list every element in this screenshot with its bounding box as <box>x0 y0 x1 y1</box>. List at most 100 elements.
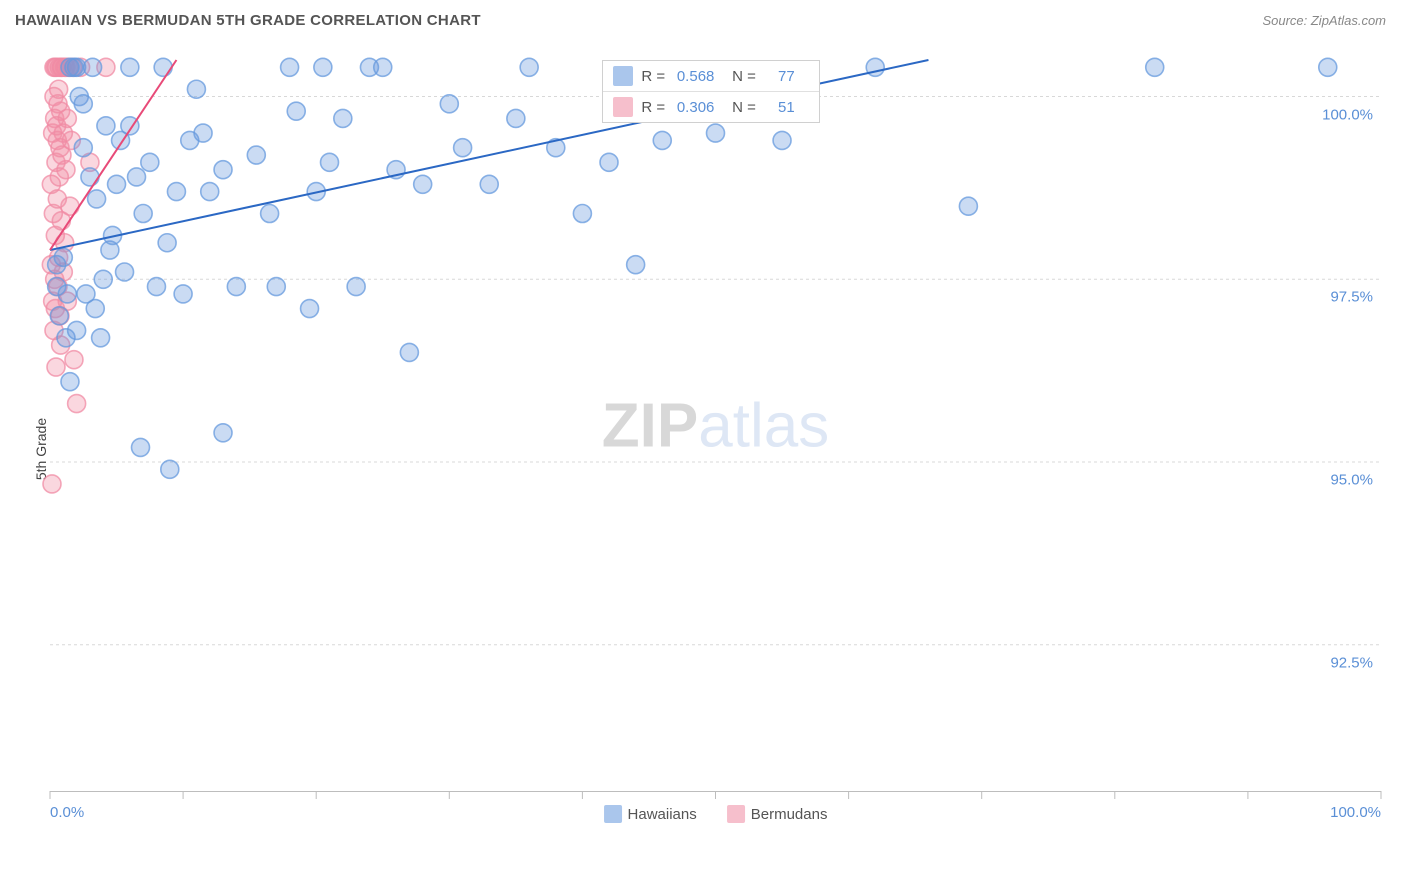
scatter-point <box>247 146 265 164</box>
scatter-point <box>174 285 192 303</box>
stats-r-label: R = <box>641 99 665 116</box>
scatter-point <box>480 175 498 193</box>
scatter-point <box>50 80 68 98</box>
scatter-point <box>400 343 418 361</box>
stats-n-value: 51 <box>764 99 809 116</box>
scatter-point <box>334 109 352 127</box>
scatter-point <box>454 139 472 157</box>
scatter-point <box>57 161 75 179</box>
stats-box: R = 0.568 N = 77 R = 0.306 N = 51 <box>602 60 820 123</box>
scatter-point <box>81 168 99 186</box>
scatter-point <box>68 321 86 339</box>
scatter-point <box>1319 58 1337 76</box>
scatter-point <box>50 307 68 325</box>
scatter-point <box>147 278 165 296</box>
legend-swatch <box>727 805 745 823</box>
scatter-point <box>116 263 134 281</box>
scatter-point <box>167 183 185 201</box>
y-axis-label: 5th Grade <box>33 417 49 479</box>
scatter-point <box>201 183 219 201</box>
source-label: Source: ZipAtlas.com <box>1262 13 1386 28</box>
plot-area: ZIPatlas R = 0.568 N = 77 R = 0.306 N = … <box>50 60 1381 792</box>
legend-label: Bermudans <box>751 806 828 823</box>
scatter-point <box>74 139 92 157</box>
scatter-point <box>267 278 285 296</box>
scatter-point <box>214 424 232 442</box>
stats-row: R = 0.568 N = 77 <box>603 61 819 92</box>
scatter-point <box>58 285 76 303</box>
scatter-point <box>773 131 791 149</box>
scatter-point <box>108 175 126 193</box>
scatter-point <box>68 395 86 413</box>
chart-title: HAWAIIAN VS BERMUDAN 5TH GRADE CORRELATI… <box>15 12 481 29</box>
series-swatch <box>613 66 633 86</box>
scatter-point <box>128 168 146 186</box>
scatter-point <box>86 300 104 318</box>
scatter-point <box>707 124 725 142</box>
scatter-point <box>65 351 83 369</box>
scatter-point <box>1146 58 1164 76</box>
scatter-point <box>88 190 106 208</box>
scatter-point <box>61 197 79 215</box>
scatter-point <box>301 300 319 318</box>
scatter-point <box>321 153 339 171</box>
legend: Hawaiians Bermudans <box>604 805 828 823</box>
scatter-point <box>959 197 977 215</box>
scatter-point <box>161 460 179 478</box>
scatter-point <box>374 58 392 76</box>
scatter-point <box>627 256 645 274</box>
scatter-point <box>440 95 458 113</box>
scatter-point <box>573 205 591 223</box>
scatter-point <box>227 278 245 296</box>
scatter-point <box>154 58 172 76</box>
scatter-point <box>187 80 205 98</box>
x-axis-min-label: 0.0% <box>50 804 84 821</box>
stats-r-value: 0.306 <box>673 99 718 116</box>
scatter-point <box>54 248 72 266</box>
stats-row: R = 0.306 N = 51 <box>603 92 819 122</box>
stats-n-value: 77 <box>764 68 809 85</box>
scatter-point <box>132 438 150 456</box>
legend-swatch <box>604 805 622 823</box>
scatter-svg <box>50 60 1381 791</box>
scatter-point <box>61 373 79 391</box>
y-tick-label: 95.0% <box>1330 472 1373 489</box>
scatter-point <box>74 95 92 113</box>
scatter-point <box>84 58 102 76</box>
scatter-point <box>141 153 159 171</box>
scatter-point <box>92 329 110 347</box>
stats-n-label: N = <box>732 99 756 116</box>
scatter-point <box>121 58 139 76</box>
legend-label: Hawaiians <box>628 806 697 823</box>
stats-n-label: N = <box>732 68 756 85</box>
scatter-point <box>653 131 671 149</box>
scatter-point <box>97 117 115 135</box>
scatter-point <box>158 234 176 252</box>
y-tick-label: 97.5% <box>1330 289 1373 306</box>
scatter-point <box>134 205 152 223</box>
stats-r-label: R = <box>641 68 665 85</box>
y-tick-label: 100.0% <box>1322 106 1373 123</box>
y-tick-label: 92.5% <box>1330 654 1373 671</box>
scatter-point <box>94 270 112 288</box>
series-swatch <box>613 97 633 117</box>
scatter-point <box>287 102 305 120</box>
stats-r-value: 0.568 <box>673 68 718 85</box>
scatter-point <box>600 153 618 171</box>
scatter-point <box>261 205 279 223</box>
scatter-point <box>58 109 76 127</box>
x-axis-max-label: 100.0% <box>1330 804 1381 821</box>
scatter-point <box>314 58 332 76</box>
scatter-point <box>43 475 61 493</box>
legend-item: Bermudans <box>727 805 828 823</box>
scatter-point <box>414 175 432 193</box>
scatter-point <box>214 161 232 179</box>
scatter-point <box>281 58 299 76</box>
chart-container: 5th Grade ZIPatlas R = 0.568 N = 77 R = … <box>15 45 1391 852</box>
scatter-point <box>507 109 525 127</box>
scatter-point <box>520 58 538 76</box>
scatter-point <box>347 278 365 296</box>
scatter-point <box>47 358 65 376</box>
scatter-point <box>194 124 212 142</box>
legend-item: Hawaiians <box>604 805 697 823</box>
